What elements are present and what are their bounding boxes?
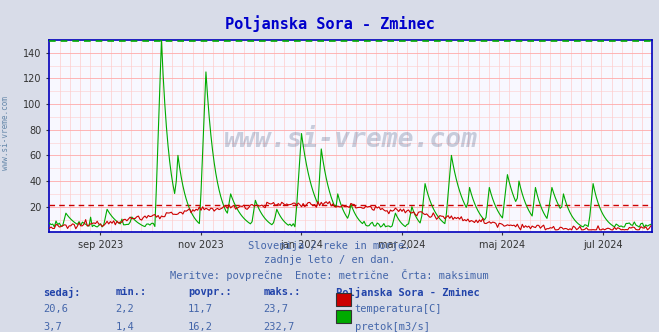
Text: www.si-vreme.com: www.si-vreme.com [1,96,10,170]
Text: pretok[m3/s]: pretok[m3/s] [355,322,430,332]
Text: sedaj:: sedaj: [43,287,80,298]
Text: Slovenija / reke in morje.: Slovenija / reke in morje. [248,241,411,251]
Text: Poljanska Sora - Zminec: Poljanska Sora - Zminec [225,15,434,32]
Text: 11,7: 11,7 [188,304,213,314]
Text: 3,7: 3,7 [43,322,61,332]
Text: 2,2: 2,2 [115,304,134,314]
Text: povpr.:: povpr.: [188,287,231,297]
Text: 20,6: 20,6 [43,304,68,314]
Text: 16,2: 16,2 [188,322,213,332]
Text: maks.:: maks.: [264,287,301,297]
Text: 232,7: 232,7 [264,322,295,332]
Text: temperatura[C]: temperatura[C] [355,304,442,314]
Text: zadnje leto / en dan.: zadnje leto / en dan. [264,255,395,265]
Text: 1,4: 1,4 [115,322,134,332]
Text: 23,7: 23,7 [264,304,289,314]
Text: Meritve: povprečne  Enote: metrične  Črta: maksimum: Meritve: povprečne Enote: metrične Črta:… [170,269,489,281]
Text: Poljanska Sora - Zminec: Poljanska Sora - Zminec [336,287,480,298]
Text: min.:: min.: [115,287,146,297]
Text: www.si-vreme.com: www.si-vreme.com [224,127,478,153]
